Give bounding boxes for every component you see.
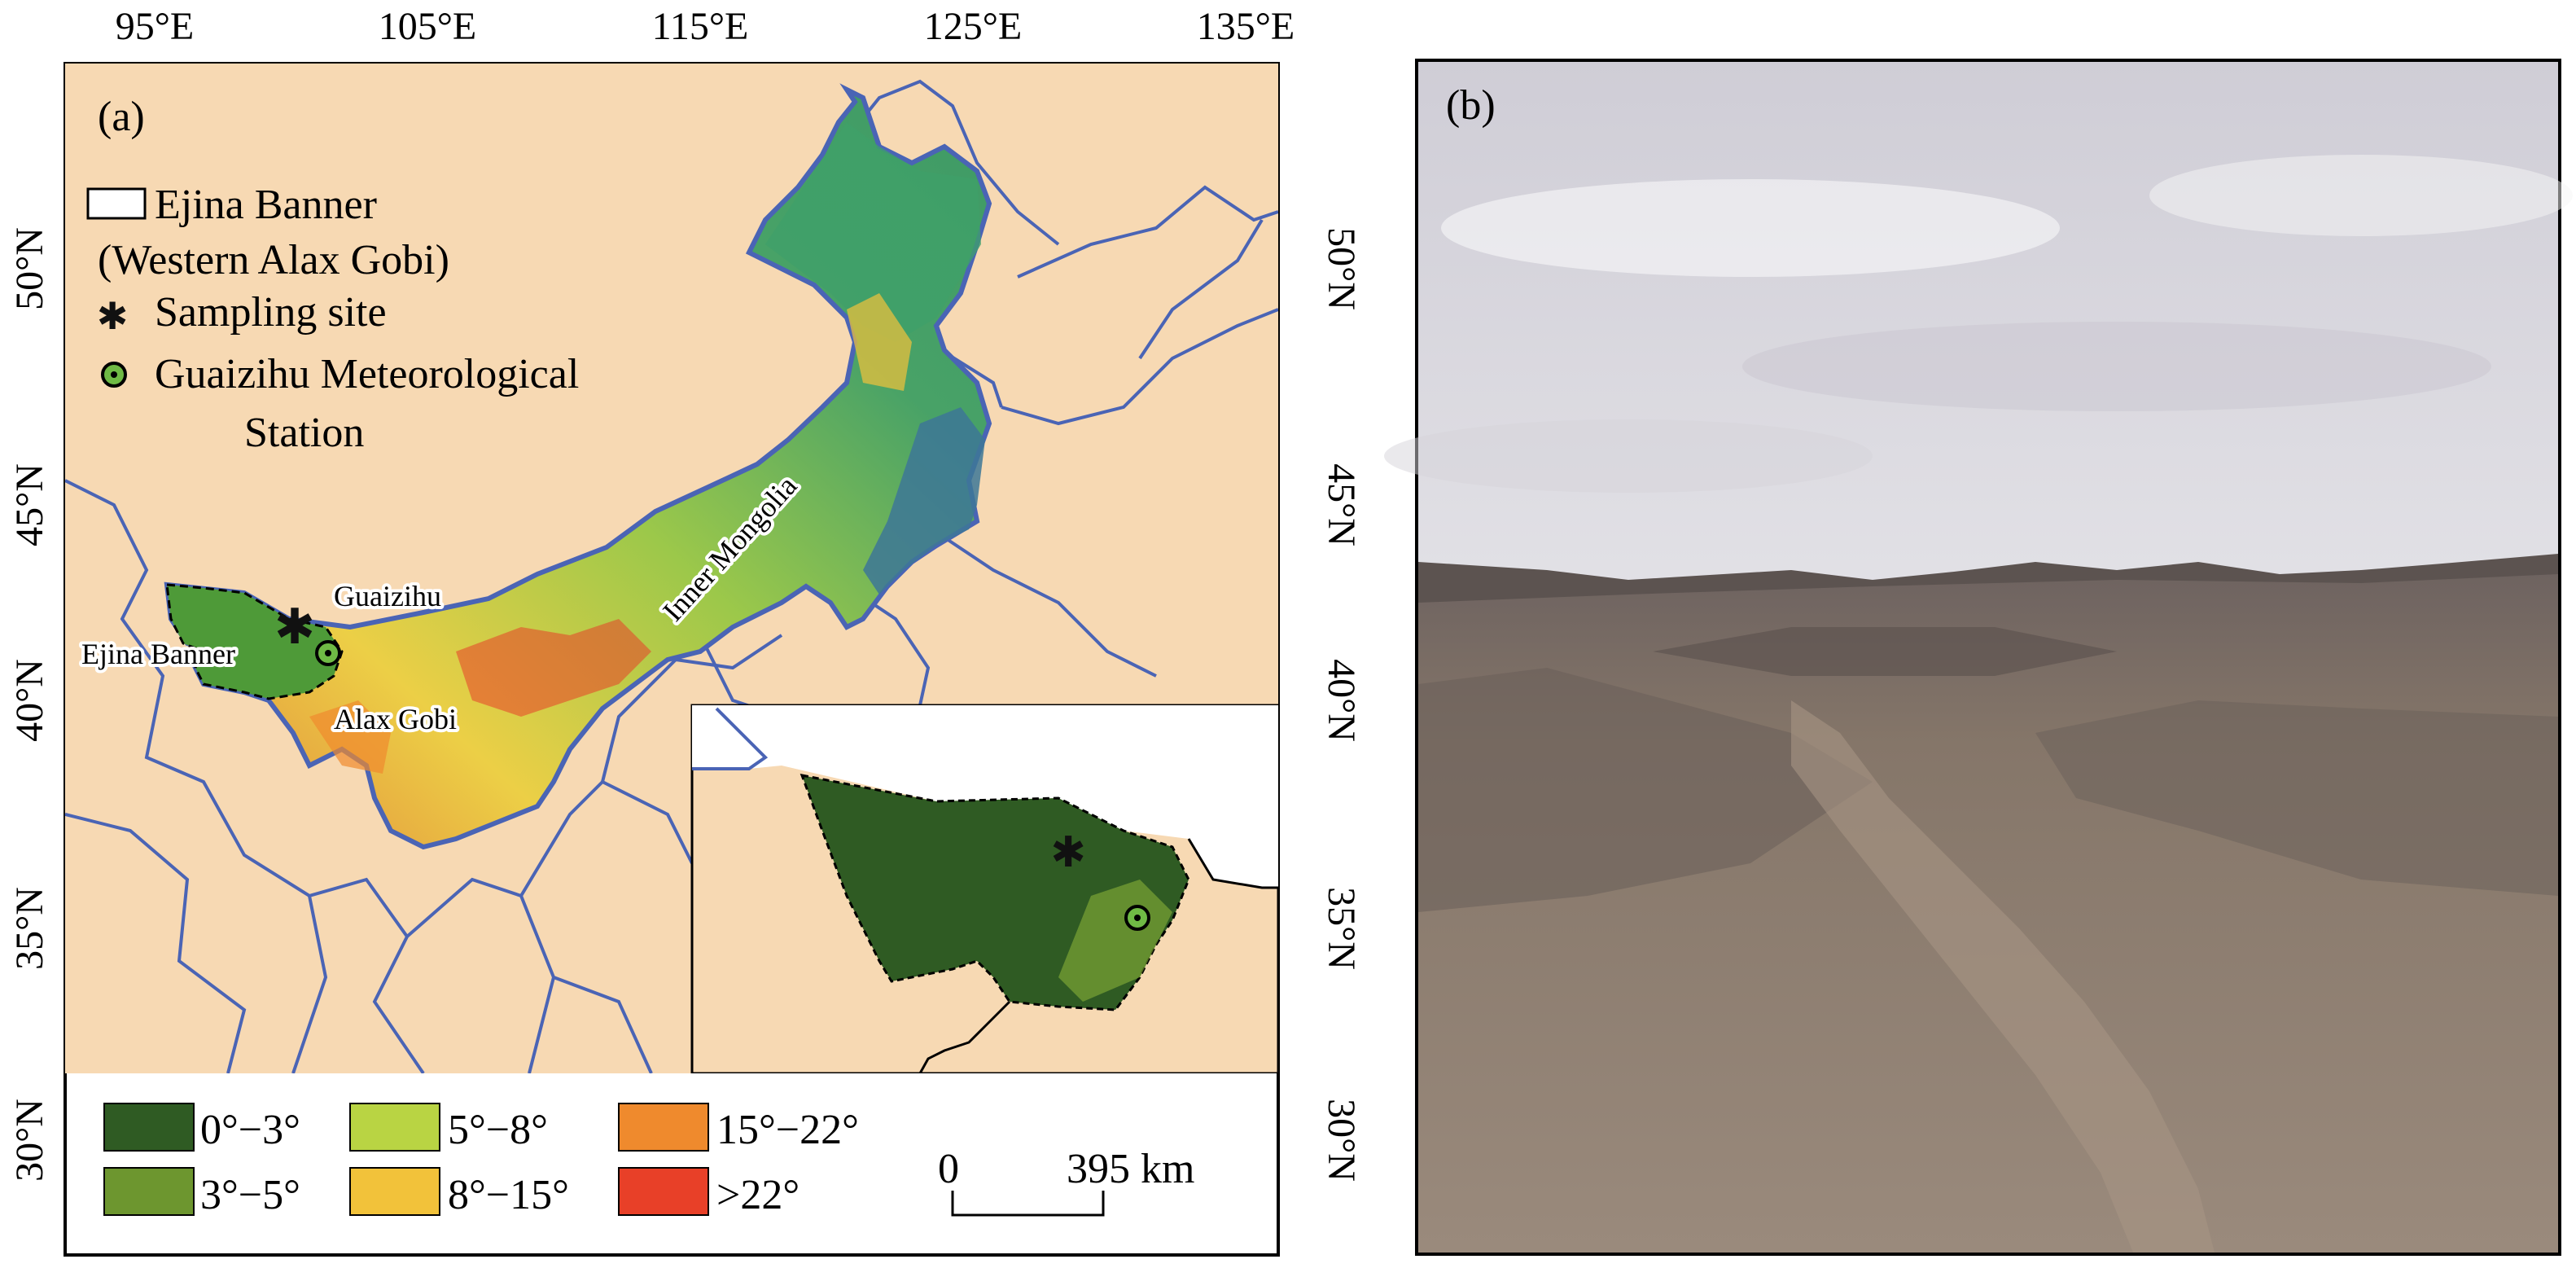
slope-label-0-3: 0°−3° [200,1107,300,1153]
latitude-ticks-left: 50°N 45°N 40°N 35°N 30°N [8,227,51,1182]
slope-swatch-gt22 [618,1167,709,1216]
lat-left-30: 30°N [8,1099,51,1182]
legend-ejina: Ejina Banner [155,182,377,228]
label-ejina-banner: Ejina Banner [81,638,235,670]
longitude-ticks: 95°E 105°E 115°E 125°E 135°E [116,5,1295,48]
lat-right-45: 45°N [1320,463,1363,546]
scale-bar: 0 395 km [938,1146,1194,1217]
label-alax-gobi: Alax Gobi [334,703,457,735]
gravel-mound-mid [1653,627,2117,676]
station-marker [315,640,341,666]
scale-start: 0 [938,1146,959,1192]
map-legend: Ejina Banner (Western Alax Gobi) ✱ Sampl… [86,182,579,456]
eastern-basin [863,407,985,595]
slope-label-5-8: 5°−8° [448,1107,548,1153]
lat-left-45: 45°N [8,463,51,546]
slope-swatch-8-15 [349,1167,440,1216]
legend-sampling-icon: ✱ [97,294,129,338]
legend-ejina-sub: (Western Alax Gobi) [98,237,449,283]
lat-right-35: 35°N [1320,887,1363,970]
lon-tick-125: 125°E [924,5,1023,48]
slope-swatch-0-3 [103,1103,195,1152]
lat-right-50: 50°N [1320,227,1363,310]
steep-patches-3 [847,293,912,391]
steep-patches [456,619,651,717]
steep-patches-2 [309,700,391,774]
gravel-mound-right [2035,700,2558,896]
lat-right-30: 30°N [1320,1099,1363,1182]
lon-tick-95: 95°E [116,5,195,48]
slope-swatch-5-8 [349,1103,440,1152]
lat-left-40: 40°N [8,659,51,742]
gravel-mound-left [1418,668,1873,912]
scale-end: 395 km [1067,1146,1194,1192]
legend-sampling: Sampling site [155,289,387,336]
label-guaizihu: Guaizihu [334,580,441,612]
slope-label-3-5: 3°−5° [200,1172,300,1218]
slope-label-gt22: >22° [716,1172,800,1218]
legend-station-line1: Guaizihu Meteorological [155,351,579,397]
dry-channel [1791,700,2215,1253]
ejina-legend-swatch [86,187,147,220]
lon-tick-135: 135°E [1197,5,1295,48]
ejina-banner-outline [165,583,344,700]
lon-tick-105: 105°E [379,5,477,48]
panel-a-map: ✱ Guaizihu Ejina Banner Alax Gobi Inner … [64,62,1280,1257]
slope-label-15-22: 15°−22° [716,1107,859,1153]
northern-lowland [765,122,981,342]
inner-mongolia-region [164,83,992,850]
panel-b-label: (b) [1446,82,1496,129]
slope-swatch-3-5 [103,1167,195,1216]
panel-a-label: (a) [98,94,145,140]
lat-left-50: 50°N [8,227,51,310]
lat-left-35: 35°N [8,887,51,970]
slope-swatch-15-22 [618,1103,709,1152]
sampling-site-marker: ✱ [274,599,315,656]
inset-map: ✱ [690,704,1278,1073]
clouds [1384,155,2573,493]
slope-legend: 0°−3° 3°−5° 5°−8° 8°−15° 15°−22° >22° [103,1103,859,1218]
slope-label-8-15: 8°−15° [448,1172,569,1218]
inset-sampling-marker: ✱ [1050,828,1086,877]
lon-tick-115: 115°E [652,5,749,48]
legend-station-line2: Station [244,410,364,456]
lat-right-40: 40°N [1320,659,1363,742]
panel-b-photo: (b) [1384,59,2573,1256]
latitude-ticks-right: 50°N 45°N 40°N 35°N 30°N [1320,227,1363,1182]
